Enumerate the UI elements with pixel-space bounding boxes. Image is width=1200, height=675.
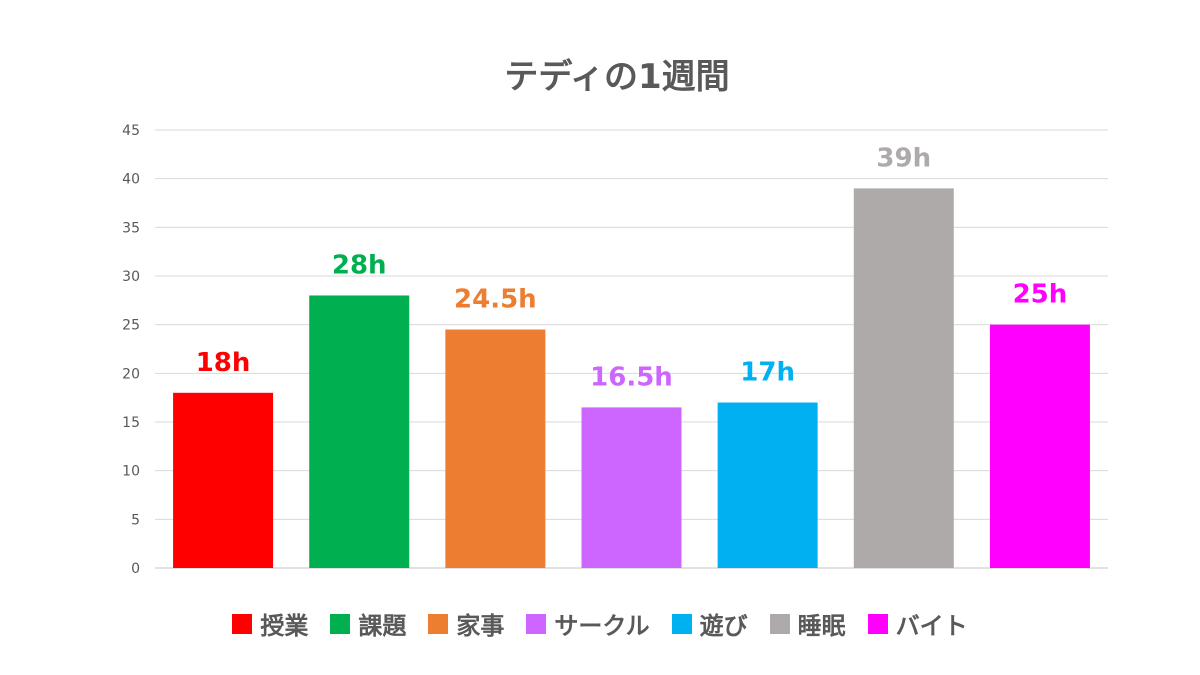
data-label: 16.5h <box>590 362 673 392</box>
bar-2 <box>445 329 546 568</box>
data-label: 18h <box>196 348 251 378</box>
bar-3 <box>581 407 682 568</box>
legend-label: バイト <box>895 612 968 640</box>
legend-swatch <box>867 613 888 634</box>
legend-label: 課題 <box>358 612 407 640</box>
bars <box>173 188 1090 568</box>
data-label: 17h <box>740 358 795 388</box>
y-tick-label: 40 <box>122 172 140 188</box>
y-tick-label: 30 <box>122 269 140 285</box>
data-label: 28h <box>332 250 387 280</box>
legend-item: 家事 <box>428 606 504 641</box>
data-label: 24.5h <box>454 285 537 315</box>
legend-item: バイト <box>867 606 968 641</box>
legend: 授業 課題 家事 サークル 遊び 睡眠 バイト <box>0 606 1200 641</box>
y-tick-label: 20 <box>122 366 140 382</box>
legend-swatch <box>330 613 351 634</box>
legend-item: サークル <box>526 606 650 641</box>
y-axis-ticks: 0 5 10 15 20 25 30 35 40 45 <box>122 123 140 577</box>
y-tick-label: 10 <box>122 464 140 480</box>
bar-1 <box>309 295 410 568</box>
legend-swatch <box>769 613 790 634</box>
legend-label: 授業 <box>260 612 309 640</box>
y-tick-label: 35 <box>122 220 140 236</box>
y-tick-label: 15 <box>122 415 140 431</box>
legend-swatch <box>428 613 449 634</box>
bar-6 <box>989 324 1090 568</box>
data-labels: 18h 28h 24.5h 16.5h 17h 39h 25h <box>196 143 1068 392</box>
data-label: 39h <box>876 143 931 173</box>
y-tick-label: 25 <box>122 318 140 334</box>
y-tick-label: 5 <box>131 512 140 528</box>
bar-5 <box>853 188 954 568</box>
bar-4 <box>717 402 818 568</box>
legend-swatch <box>526 613 547 634</box>
legend-label: 睡眠 <box>797 612 846 640</box>
chart-title: テディの1週間 <box>504 57 729 97</box>
y-tick-label: 0 <box>131 561 140 577</box>
data-label: 25h <box>1013 280 1068 310</box>
legend-swatch <box>671 613 692 634</box>
legend-label: 家事 <box>456 612 505 640</box>
legend-item: 遊び <box>671 606 748 641</box>
legend-label: 遊び <box>699 612 748 640</box>
bar-0 <box>173 392 274 568</box>
legend-item: 課題 <box>330 606 406 641</box>
legend-item: 授業 <box>232 606 308 641</box>
legend-label: サークル <box>554 612 650 640</box>
legend-swatch <box>232 613 253 634</box>
y-tick-label: 45 <box>122 123 140 139</box>
legend-item: 睡眠 <box>769 606 846 641</box>
